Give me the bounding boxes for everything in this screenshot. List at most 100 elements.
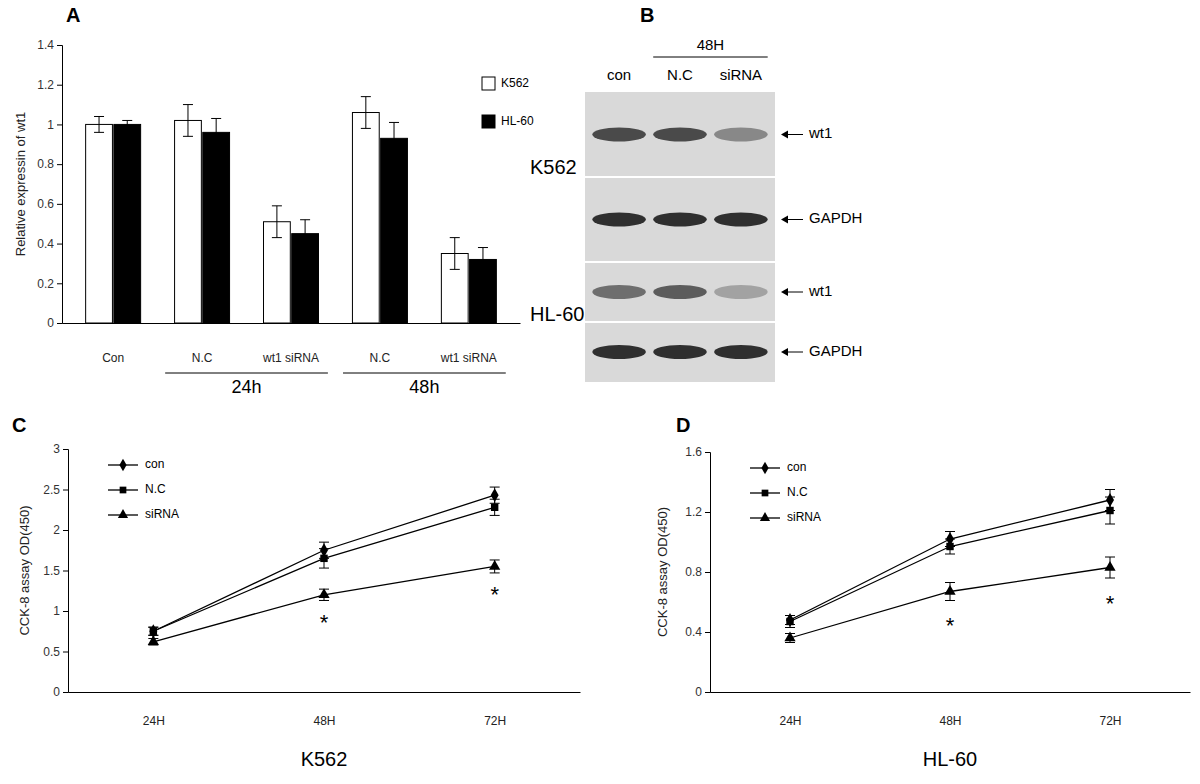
error-bar xyxy=(319,549,329,568)
error-bar-stem xyxy=(127,120,128,128)
marker xyxy=(784,631,795,641)
y-axis: 00.511.522.53 xyxy=(43,442,68,699)
error-bar-cap xyxy=(389,154,399,155)
y-tick-label: 0 xyxy=(47,316,54,330)
marker xyxy=(318,588,329,598)
legend-label: siRNA xyxy=(145,507,179,521)
y-tick-mark xyxy=(57,85,62,86)
x-axis-line xyxy=(63,323,521,324)
western-blot: BconN.CsiRNA48HK562wt1GAPDHHL-60wt1GAPDH xyxy=(530,4,862,382)
legend-marker xyxy=(761,462,768,474)
annotation: * xyxy=(490,582,499,607)
blot-band xyxy=(592,285,646,299)
error-bar-cap xyxy=(1105,489,1115,490)
blot-membrane xyxy=(585,262,775,382)
blot-band xyxy=(592,345,646,359)
error-bar-stem xyxy=(187,105,188,137)
blot-band xyxy=(714,345,768,359)
legend-label: HL-60 xyxy=(501,114,534,128)
protein-label: GAPDH xyxy=(809,209,862,226)
legend-label: con xyxy=(787,460,806,474)
error-bar-stem xyxy=(454,238,455,270)
y-axis-line xyxy=(57,46,63,324)
x-tick: wt1 siRNA xyxy=(440,323,497,365)
plot-area xyxy=(86,97,497,323)
panel-label: A xyxy=(66,4,80,26)
legend: conN.CsiRNA xyxy=(108,457,179,521)
error-bar-cap xyxy=(945,539,955,540)
y-axis: 00.20.40.60.811.21.4 xyxy=(37,38,62,330)
y-tick-mark xyxy=(63,490,68,491)
blot-band xyxy=(653,345,707,359)
y-tick: 1.2 xyxy=(685,505,710,519)
marker xyxy=(1106,507,1113,514)
error-bar-cap xyxy=(1105,578,1115,579)
error-bar-cap xyxy=(785,615,795,616)
group-label: 48h xyxy=(409,377,439,397)
plot-area xyxy=(148,487,501,645)
blot-band xyxy=(653,128,707,142)
error-bar-cap xyxy=(450,269,460,270)
y-tick-label: 0.2 xyxy=(37,277,54,291)
lane-label: N.C xyxy=(667,66,693,83)
error-bar-cap xyxy=(319,600,329,601)
y-tick-mark xyxy=(57,283,62,284)
y-tick-label: 0.8 xyxy=(37,157,54,171)
arrow-head xyxy=(781,216,788,224)
error-bar-cap xyxy=(361,96,371,97)
y-tick-label: 0 xyxy=(695,685,702,699)
y-tick: 0 xyxy=(53,685,68,699)
bar xyxy=(86,124,113,323)
y-tick-mark xyxy=(63,530,68,531)
error-bar xyxy=(272,206,282,238)
y-tick: 1.2 xyxy=(37,78,62,92)
error-bar xyxy=(945,583,955,601)
y-tick: 0.8 xyxy=(685,565,710,579)
legend-marker xyxy=(760,512,770,521)
y-tick-mark xyxy=(63,652,68,653)
y-axis-line xyxy=(705,453,711,693)
error-bar xyxy=(1105,497,1115,524)
y-tick-mark xyxy=(705,692,710,693)
y-tick: 0.4 xyxy=(685,625,710,639)
cell-line-label: K562 xyxy=(530,156,577,178)
error-bar-stem xyxy=(216,118,217,146)
blot-band xyxy=(653,285,707,299)
y-tick-label: 0.8 xyxy=(685,565,702,579)
x-tick: 48H xyxy=(939,692,961,728)
x-axis-title: HL-60 xyxy=(923,748,977,770)
y-tick: 1.6 xyxy=(685,445,710,459)
error-bar-cap xyxy=(785,642,795,643)
x-tick-label: N.C xyxy=(370,351,391,365)
error-bar-cap xyxy=(300,247,310,248)
error-bar xyxy=(94,116,104,132)
x-tick: N.C xyxy=(370,323,391,365)
error-bar-cap xyxy=(94,116,104,117)
y-tick-mark xyxy=(57,124,62,125)
protein-label: wt1 xyxy=(808,282,832,299)
x-tick: 72H xyxy=(1099,692,1121,728)
legend-marker xyxy=(119,459,126,471)
legend: conN.CsiRNA xyxy=(750,460,821,524)
series-line xyxy=(790,568,1110,639)
legend: K562HL-60 xyxy=(482,76,534,128)
bar xyxy=(381,138,408,323)
error-bar-cap xyxy=(319,542,329,543)
y-tick-mark xyxy=(57,164,62,165)
blot-band xyxy=(653,213,707,227)
y-tick-mark xyxy=(705,572,710,573)
marker xyxy=(148,635,159,645)
series-line xyxy=(790,511,1110,622)
plot-area xyxy=(784,490,1115,643)
arrow-head xyxy=(781,288,788,296)
x-tick-label: 24H xyxy=(779,714,801,728)
error-bar-cap xyxy=(389,122,399,123)
error-bar-stem xyxy=(365,97,366,129)
error-bar-cap xyxy=(319,568,329,569)
series-line xyxy=(790,500,1110,620)
legend-label: con xyxy=(145,457,164,471)
x-tick: 72H xyxy=(484,692,506,728)
arrow-head xyxy=(781,348,788,356)
y-tick-label: 1 xyxy=(53,604,60,618)
y-tick: 1.4 xyxy=(37,38,62,52)
